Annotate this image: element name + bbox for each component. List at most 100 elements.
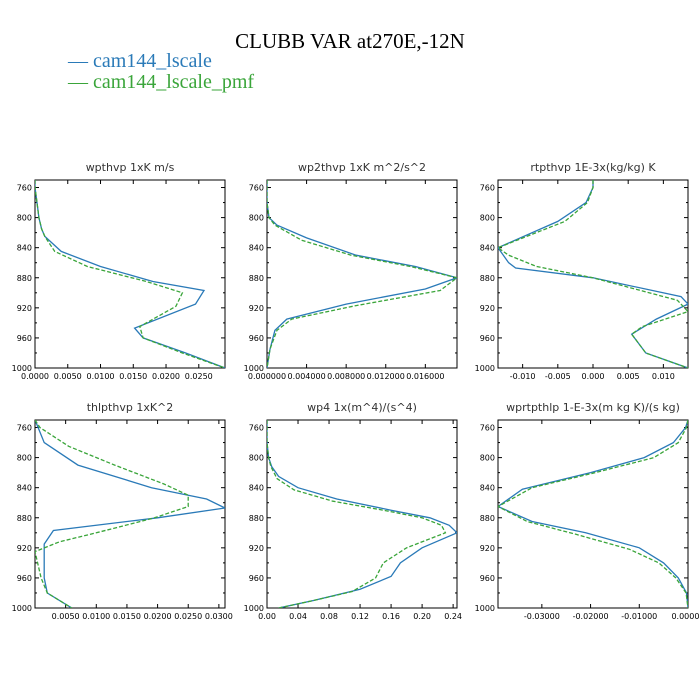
- plot-panel: wpthvp 1xK m/s76080084088092096010000.00…: [12, 161, 226, 381]
- y-tick-label: 880: [17, 514, 32, 523]
- y-tick-label: 760: [249, 424, 264, 433]
- x-tick-label: -0.010: [510, 372, 536, 381]
- x-tick-label: 0.0200: [152, 372, 180, 381]
- plot-panel: wp2thvp 1xK m^2/s^2 760 800 840 880 920 960 100…: [244, 161, 458, 381]
- y-tick-label: 800: [480, 214, 495, 223]
- y-tick-label: 760: [480, 424, 495, 433]
- x-tick-label: 0.12: [351, 612, 369, 621]
- series-line-cam144-lscale-pmf: [267, 420, 447, 608]
- series-line-cam144-lscale-pmf: [498, 420, 688, 608]
- x-tick-label: 0.20: [413, 612, 431, 621]
- y-tick-label: 760: [480, 184, 495, 193]
- chart-title: CLUBB VAR at270E,-12N: [235, 29, 465, 53]
- x-tick-label: 0.0050: [54, 372, 82, 381]
- x-tick-label: 0.004000: [287, 372, 325, 381]
- x-tick-label: 0.0100: [87, 372, 115, 381]
- y-tick-label: 960: [480, 574, 495, 583]
- y-tick-label: 1000: [475, 604, 495, 613]
- y-tick-label: 880: [480, 514, 495, 523]
- y-tick-label: 960: [480, 334, 495, 343]
- y-tick-label: 760: [249, 184, 264, 193]
- y-tick-label: 880: [249, 274, 264, 283]
- series-line-cam144-lscale-pmf: [35, 180, 225, 368]
- x-tick-label: -0.02000: [573, 612, 609, 621]
- x-tick-label: 0.04: [289, 612, 307, 621]
- x-tick-label: 0.0150: [113, 612, 141, 621]
- plot-frame: [266, 419, 458, 609]
- y-tick-label: 1000: [12, 364, 32, 373]
- x-tick-label: 0.010: [652, 372, 675, 381]
- legend: — cam144_lscale — cam144_lscale_pmf: [68, 51, 254, 93]
- plot-frame: [34, 179, 226, 369]
- x-tick-label: 0.0300: [205, 612, 233, 621]
- y-tick-label: 800: [17, 454, 32, 463]
- series-line-cam144-lscale: [35, 180, 225, 368]
- x-tick-label: 0.0050: [52, 612, 80, 621]
- panel-title: wp4 1x(m^4)/(s^4): [307, 401, 417, 414]
- series-line-cam144-lscale: [267, 420, 457, 608]
- y-tick-label: 880: [17, 274, 32, 283]
- y-tick-label: 920: [17, 304, 32, 313]
- y-tick-label: 840: [480, 244, 495, 253]
- y-tick-label: 880: [480, 274, 495, 283]
- series-line-cam144-lscale: [498, 420, 688, 608]
- series-line-cam144-lscale-pmf: [498, 180, 688, 368]
- x-tick-label: 0.0000: [21, 372, 49, 381]
- y-tick-label: 1000: [244, 604, 264, 613]
- x-tick-label: 0.0200: [144, 612, 172, 621]
- x-tick-label: -0.005: [545, 372, 571, 381]
- legend-item-lscale: — cam144_lscale: [68, 51, 254, 72]
- plot-panel: rtpthvp 1E-3x(kg/kg) K 760 800 840 880 920 960…: [475, 161, 689, 381]
- legend-label: cam144_lscale: [93, 50, 212, 72]
- x-tick-label: 0.008000: [327, 372, 365, 381]
- y-tick-label: 920: [249, 544, 264, 553]
- y-tick-label: 960: [17, 574, 32, 583]
- y-tick-label: 840: [249, 484, 264, 493]
- series-line-cam144-lscale: [267, 180, 457, 368]
- panel-title: thlpthvp 1xK^2: [87, 401, 174, 414]
- x-tick-label: 0.0150: [119, 372, 147, 381]
- plot-panel: wp4 1x(m^4)/(s^4)76080084088092096010000…: [244, 401, 462, 621]
- y-tick-label: 960: [249, 574, 264, 583]
- x-tick-label: 0.00000: [671, 612, 700, 621]
- panel-title: wprtpthlp 1-E-3x(m kg K)/(s kg): [506, 401, 680, 414]
- y-tick-label: 840: [480, 484, 495, 493]
- x-tick-label: 0.005: [617, 372, 640, 381]
- y-tick-label: 960: [17, 334, 32, 343]
- y-tick-label: 840: [249, 244, 264, 253]
- y-tick-label: 760: [17, 184, 32, 193]
- plot-frame: [497, 419, 689, 609]
- x-tick-label: -0.03000: [524, 612, 560, 621]
- x-tick-label: 0.0100: [82, 612, 110, 621]
- y-tick-label: 920: [480, 304, 495, 313]
- x-tick-label: 0.012000: [367, 372, 405, 381]
- y-tick-label: 920: [249, 304, 264, 313]
- series-line-cam144-lscale: [35, 420, 225, 608]
- x-tick-label: 0.016000: [406, 372, 444, 381]
- y-tick-label: 880: [249, 514, 264, 523]
- x-tick-label: 0.00: [258, 612, 276, 621]
- plot-frame: [266, 179, 458, 369]
- series-line-cam144-lscale-pmf: [267, 180, 457, 368]
- x-tick-label: 0.0250: [174, 612, 202, 621]
- y-tick-label: 800: [480, 454, 495, 463]
- y-tick-label: 920: [480, 544, 495, 553]
- y-tick-label: 800: [249, 214, 264, 223]
- plot-panel: thlpthvp 1xK^2 760 800 840 880 920 960 1000 0.00…: [12, 401, 233, 621]
- y-tick-label: 1000: [475, 364, 495, 373]
- y-tick-label: 1000: [12, 604, 32, 613]
- y-tick-label: 840: [17, 244, 32, 253]
- x-tick-label: 0.000: [582, 372, 605, 381]
- y-tick-label: 800: [17, 214, 32, 223]
- legend-item-lscale-pmf: — cam144_lscale_pmf: [68, 72, 254, 93]
- y-tick-label: 960: [249, 334, 264, 343]
- plot-frame: [34, 419, 226, 609]
- legend-dash: —: [68, 50, 93, 72]
- plot-frame: [497, 179, 689, 369]
- y-tick-label: 760: [17, 424, 32, 433]
- y-tick-label: 800: [249, 454, 264, 463]
- legend-dash: —: [68, 71, 93, 93]
- x-tick-label: 0.000000: [248, 372, 286, 381]
- plot-panel: wprtpthlp 1-E-3x(m kg K)/(s kg) 760 800 840…: [475, 401, 700, 621]
